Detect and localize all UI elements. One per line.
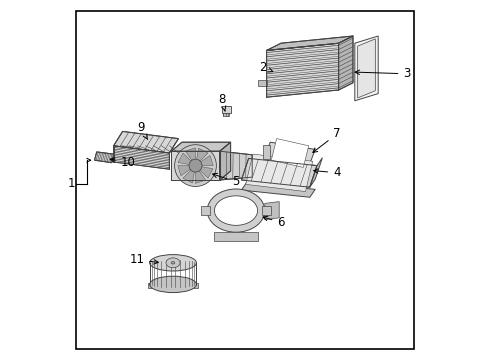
Polygon shape [220,151,252,180]
Polygon shape [265,202,279,220]
Text: 3: 3 [355,67,411,80]
Bar [148,283,198,288]
Bar [262,206,271,215]
Text: 10: 10 [110,156,136,169]
Ellipse shape [189,159,202,172]
Polygon shape [171,142,231,151]
Polygon shape [355,36,378,101]
Polygon shape [358,39,375,98]
Text: 11: 11 [129,253,158,266]
Polygon shape [245,154,313,192]
Ellipse shape [166,258,180,268]
Polygon shape [171,151,220,180]
Text: 5: 5 [213,173,240,188]
Ellipse shape [207,189,265,232]
Text: 1: 1 [67,177,74,190]
Text: 8: 8 [218,93,226,111]
Polygon shape [265,142,315,164]
Polygon shape [215,232,258,241]
Polygon shape [201,156,213,166]
Polygon shape [220,142,231,180]
Polygon shape [271,139,309,167]
Polygon shape [95,152,114,163]
Polygon shape [114,146,170,169]
Ellipse shape [149,255,196,271]
Polygon shape [267,43,339,97]
Text: 4: 4 [314,166,341,179]
Bar [221,106,231,113]
Polygon shape [196,148,208,161]
Text: 6: 6 [263,216,285,229]
Polygon shape [178,153,191,165]
Ellipse shape [215,196,258,225]
Text: 9: 9 [137,121,147,139]
Bar [222,113,229,116]
Ellipse shape [149,276,196,293]
Polygon shape [200,167,213,178]
Polygon shape [339,36,353,90]
Polygon shape [267,36,353,50]
Polygon shape [242,158,317,187]
Ellipse shape [171,262,175,264]
Text: 2: 2 [259,61,273,74]
Polygon shape [196,171,206,183]
Ellipse shape [174,145,217,186]
Bar [263,145,270,159]
Polygon shape [183,170,195,183]
Polygon shape [178,166,190,176]
Bar [258,80,267,86]
Polygon shape [242,182,315,197]
Polygon shape [185,148,196,160]
Polygon shape [310,158,322,187]
Polygon shape [114,131,178,153]
Text: 7: 7 [313,127,341,152]
Bar [201,206,210,215]
